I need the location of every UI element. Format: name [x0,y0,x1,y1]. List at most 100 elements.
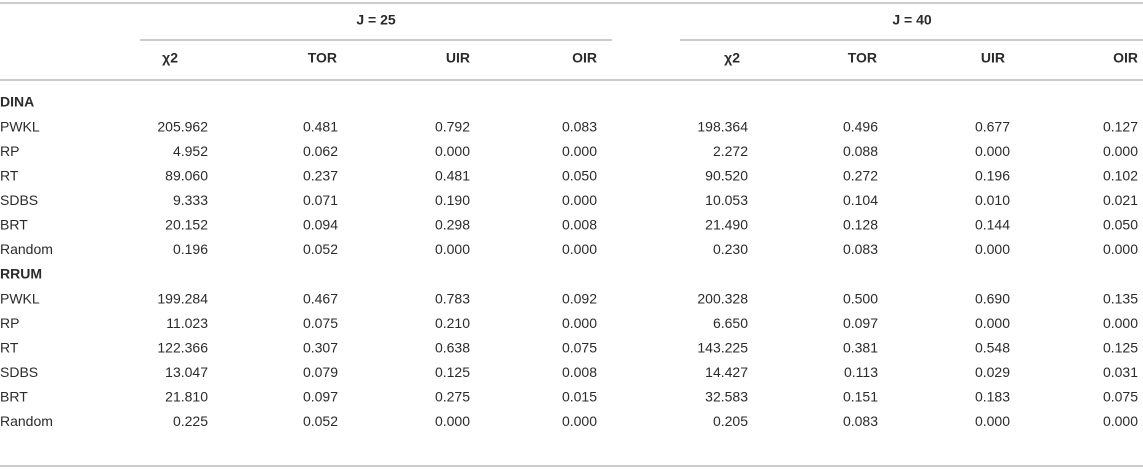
cell: 0.225 [173,413,208,429]
cell: 0.000 [435,241,470,257]
cell: 0.083 [843,413,878,429]
cell: 0.127 [1103,118,1138,134]
cell: 0.275 [435,389,470,405]
cell: 9.333 [173,192,208,208]
row-label: RT [0,339,19,355]
cell: 0.792 [435,118,470,134]
cell: 14.427 [705,364,748,380]
row-label: SDBS [0,364,38,380]
row-label: SDBS [0,192,38,208]
row-label: RP [0,315,19,331]
cell: 0.000 [975,241,1010,257]
cell: 10.053 [705,192,748,208]
column-header: UIR [981,50,1005,66]
column-header: χ2 [162,50,178,66]
column-header: OIR [572,50,597,66]
cell: 0.097 [303,389,338,405]
cell: 205.962 [157,118,208,134]
cell: 0.000 [562,241,597,257]
cell: 0.183 [975,389,1010,405]
cell: 122.366 [157,339,208,355]
row-label: PWKL [0,118,40,134]
cell: 89.060 [165,167,208,183]
cell: 0.205 [713,413,748,429]
cell: 20.152 [165,217,208,233]
cell: 0.196 [173,241,208,257]
cell: 0.128 [843,217,878,233]
cell: 0.000 [1103,241,1138,257]
column-header: OIR [1113,50,1138,66]
cell: 0.104 [843,192,878,208]
row-label: Random [0,413,53,429]
cell: 11.023 [166,315,208,331]
cell: 0.638 [435,339,470,355]
cell: 0.000 [1103,413,1138,429]
cell: 0.010 [975,192,1010,208]
cell: 0.000 [435,143,470,159]
cell: 0.000 [975,143,1010,159]
cell: 0.052 [303,241,338,257]
cell: 0.481 [303,118,338,134]
group-title: J = 40 [892,12,932,28]
column-header: TOR [848,50,877,66]
cell: 0.272 [843,167,878,183]
row-label: RT [0,167,19,183]
cell: 90.520 [705,167,748,183]
cell: 0.021 [1103,192,1138,208]
cell: 0.307 [303,339,338,355]
row-label: BRT [0,217,28,233]
cell: 0.467 [303,290,338,306]
cell: 0.113 [844,364,878,380]
cell: 0.500 [843,290,878,306]
cell: 0.230 [713,241,748,257]
cell: 0.075 [562,339,597,355]
cell: 0.071 [303,192,338,208]
row-label: PWKL [0,290,40,306]
cell: 0.088 [843,143,878,159]
cell: 0.125 [1103,339,1138,355]
cell: 0.075 [1103,389,1138,405]
cell: 0.237 [303,167,338,183]
cell: 0.050 [562,167,597,183]
cell: 0.062 [303,143,338,159]
cell: 0.083 [843,241,878,257]
cell: 0.052 [303,413,338,429]
cell: 32.583 [705,389,748,405]
cell: 0.029 [975,364,1010,380]
section-title: DINA [0,94,34,110]
cell: 0.031 [1103,364,1138,380]
cell: 0.298 [435,217,470,233]
cell: 0.783 [435,290,470,306]
cell: 0.690 [975,290,1010,306]
cell: 0.097 [843,315,878,331]
cell: 0.135 [1103,290,1138,306]
cell: 0.381 [843,339,878,355]
cell: 0.125 [435,364,470,380]
cell: 0.050 [1103,217,1138,233]
column-header: UIR [446,50,470,66]
column-header: TOR [308,50,337,66]
cell: 0.548 [975,339,1010,355]
cell: 21.810 [165,389,208,405]
cell: 0.144 [975,217,1010,233]
cell: 0.000 [562,143,597,159]
cell: 0.000 [562,192,597,208]
cell: 4.952 [173,143,208,159]
row-label: Random [0,241,53,257]
cell: 0.000 [1103,143,1138,159]
cell: 0.083 [562,118,597,134]
cell: 198.364 [697,118,748,134]
cell: 199.284 [157,290,208,306]
cell: 0.000 [975,413,1010,429]
cell: 0.000 [435,413,470,429]
row-label: BRT [0,389,28,405]
cell: 0.008 [562,364,597,380]
row-label: RP [0,143,19,159]
cell: 200.328 [697,290,748,306]
column-header: χ2 [724,50,740,66]
cell: 21.490 [705,217,748,233]
cell: 0.481 [435,167,470,183]
cell: 0.015 [562,389,597,405]
cell: 0.008 [562,217,597,233]
cell: 0.102 [1103,167,1138,183]
